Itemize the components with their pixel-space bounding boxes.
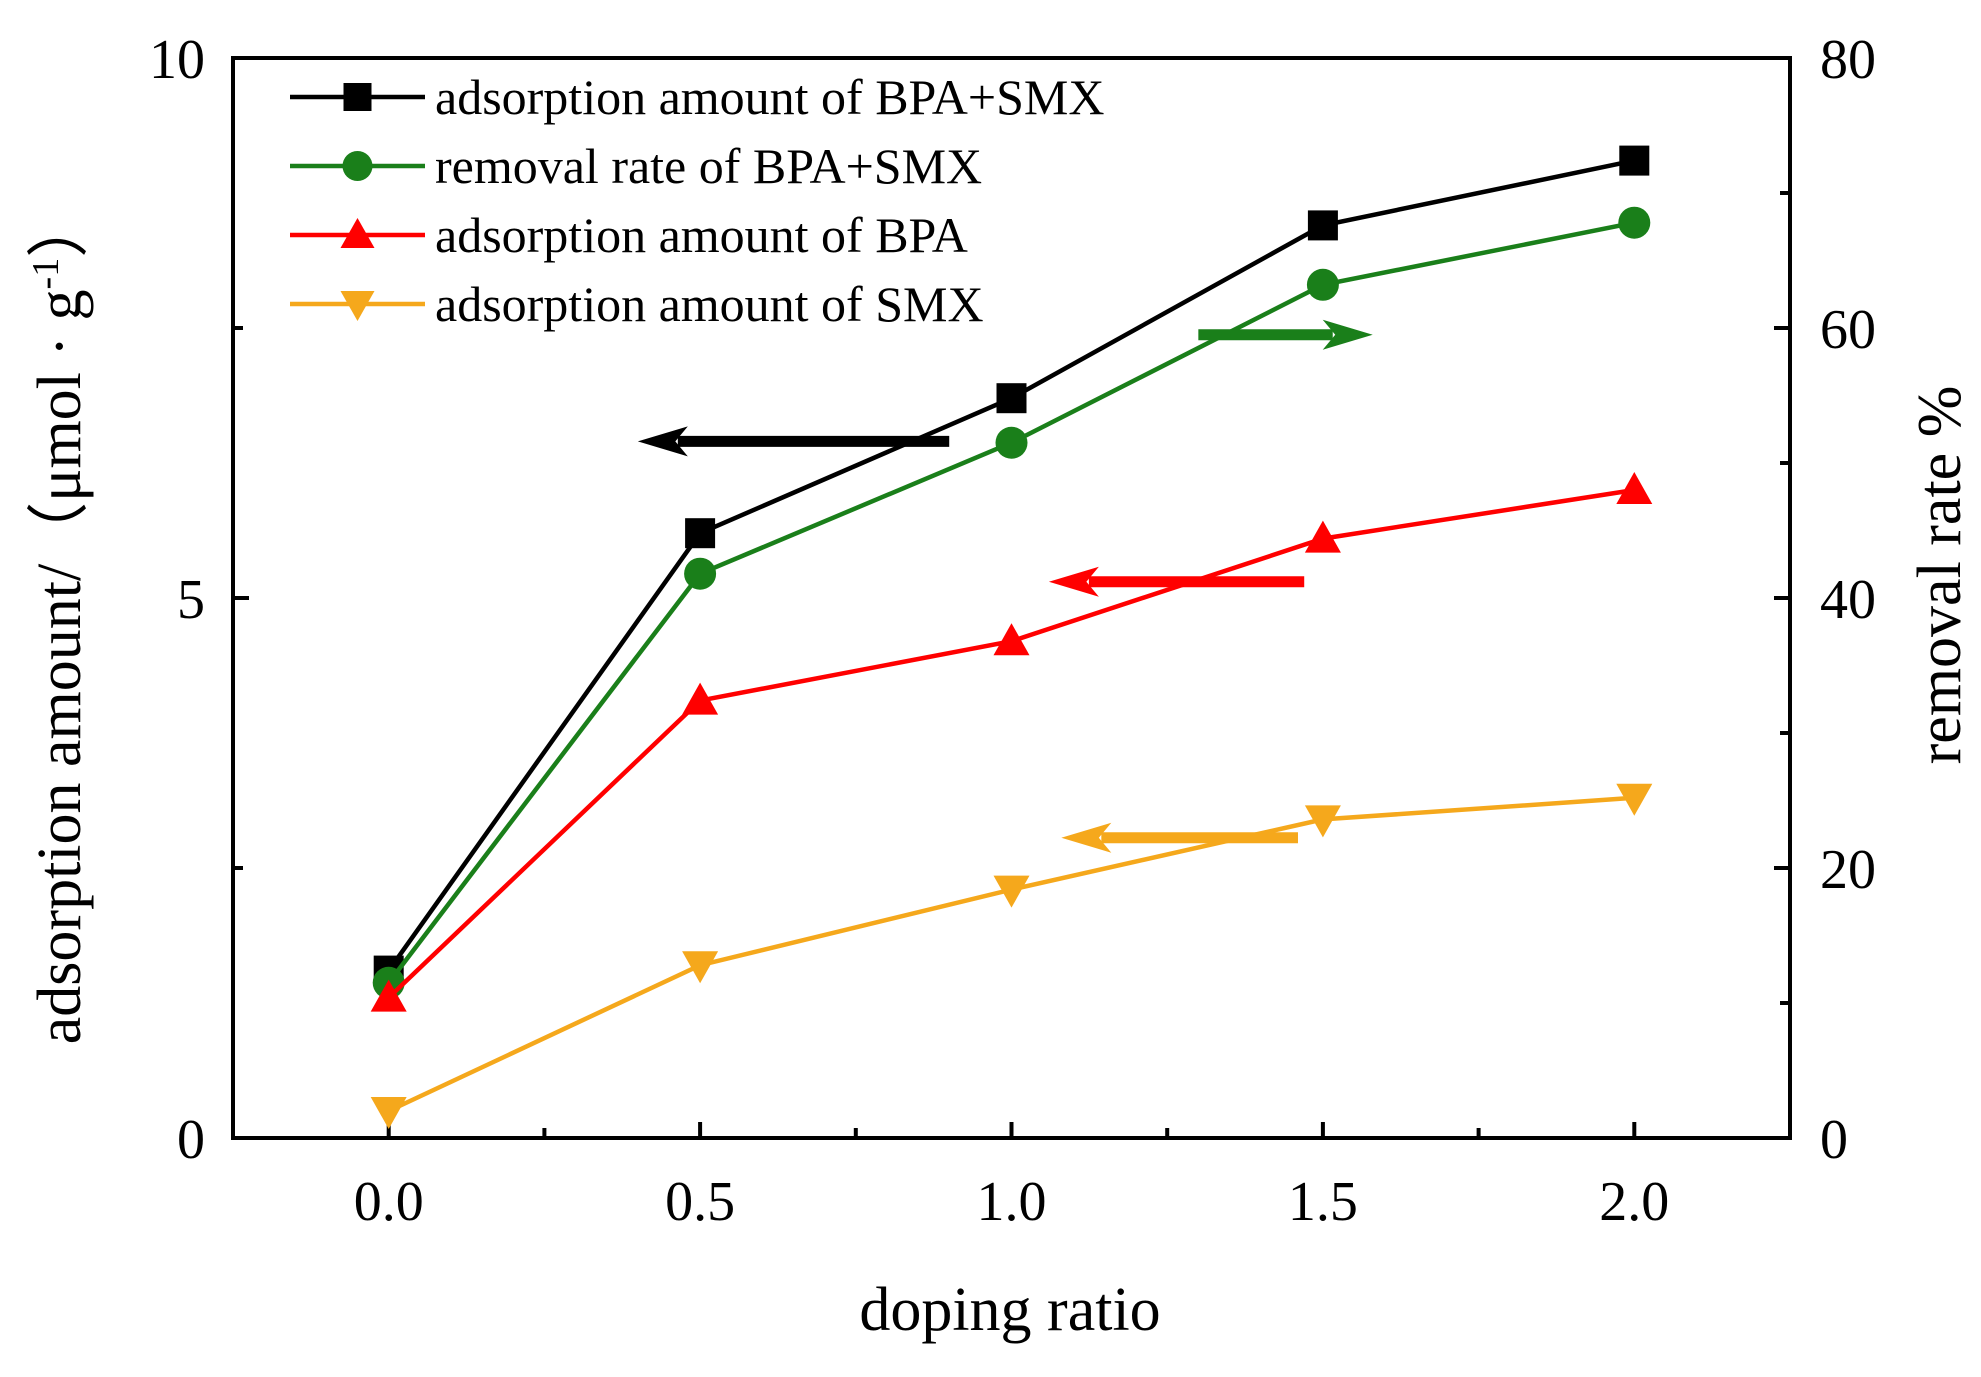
legend-label: adsorption amount of BPA+SMX [435, 69, 1104, 125]
data-point [1304, 520, 1341, 553]
y-left-axis-title-close: ） [26, 196, 94, 258]
data-point [370, 1097, 407, 1129]
arrow-head [637, 426, 688, 457]
series-line [386, 220, 1635, 985]
legend-label: adsorption amount of BPA [435, 207, 968, 263]
x-tick-label: 2.0 [1599, 1171, 1669, 1233]
data-point [1307, 210, 1338, 241]
y-left-axis-title: adsorption amount/（μmol · g-1） [25, 196, 94, 1044]
arrow-left [1048, 566, 1305, 597]
data-point [685, 518, 716, 549]
x-axis-title: doping ratio [859, 1276, 1160, 1344]
data-point [1306, 268, 1339, 301]
data-point [682, 682, 719, 715]
axes: 0.0 0.5 1.0 1.5 2.0 0 5 10 0 20 40 60 80 [149, 29, 1876, 1233]
data-point [1616, 472, 1653, 504]
arrow-left [637, 426, 950, 457]
arrow-head [1048, 566, 1099, 597]
series-3 [370, 472, 1653, 1012]
legend-marker [340, 291, 375, 321]
legend-entry: adsorption amount of BPA+SMX [290, 69, 1104, 125]
data-point [996, 383, 1027, 414]
data-point [993, 875, 1030, 908]
data-point [370, 979, 407, 1012]
data-point [995, 426, 1028, 459]
x-tick-label: 1.0 [977, 1171, 1047, 1233]
x-tick-label: 0.0 [354, 1171, 424, 1233]
legend-entry: adsorption amount of BPA [290, 207, 968, 263]
arrow-head [1061, 822, 1112, 853]
y-left-axis-title-main: adsorption amount/（μmol · g [26, 289, 94, 1044]
data-point [684, 557, 717, 590]
data-point [1619, 145, 1650, 176]
data-point [1618, 206, 1651, 239]
y-left-tick-label: 10 [149, 29, 205, 91]
y-right-tick-label: 0 [1820, 1109, 1848, 1171]
arrow-right [1198, 319, 1373, 350]
series-layer [370, 145, 1653, 1129]
legend-marker [340, 218, 375, 248]
series-2 [372, 206, 1651, 999]
data-point [1304, 805, 1341, 838]
y-right-tick-label: 40 [1820, 569, 1876, 631]
legend-label: removal rate of BPA+SMX [435, 138, 982, 194]
legend-label: adsorption amount of SMX [435, 276, 984, 332]
legend-marker [342, 151, 373, 181]
arrow-head [1322, 319, 1373, 350]
x-tick-label: 1.5 [1288, 1171, 1358, 1233]
series-1 [373, 145, 1650, 986]
y-left-tick-label: 5 [177, 569, 205, 631]
legend-entry: removal rate of BPA+SMX [290, 138, 982, 194]
legend-marker [343, 83, 372, 111]
data-point [1616, 783, 1653, 816]
series-line [387, 795, 1635, 1114]
legend: adsorption amount of BPA+SMX removal rate… [290, 69, 1104, 332]
data-point [682, 951, 719, 984]
y-left-axis-title-sup: -1 [25, 258, 67, 290]
legend-entry: adsorption amount of SMX [290, 276, 984, 332]
arrow-left [1061, 822, 1298, 853]
data-point [993, 623, 1030, 656]
y-right-tick-label: 60 [1820, 299, 1876, 361]
series-line [387, 487, 1635, 1000]
y-right-tick-label: 20 [1820, 839, 1876, 901]
y-right-axis-title: removal rate % [1906, 386, 1974, 765]
y-left-tick-label: 0 [177, 1109, 205, 1171]
series-4 [370, 783, 1653, 1129]
x-tick-label: 0.5 [665, 1171, 735, 1233]
annotation-arrows [637, 319, 1373, 853]
y-right-tick-label: 80 [1820, 29, 1876, 91]
